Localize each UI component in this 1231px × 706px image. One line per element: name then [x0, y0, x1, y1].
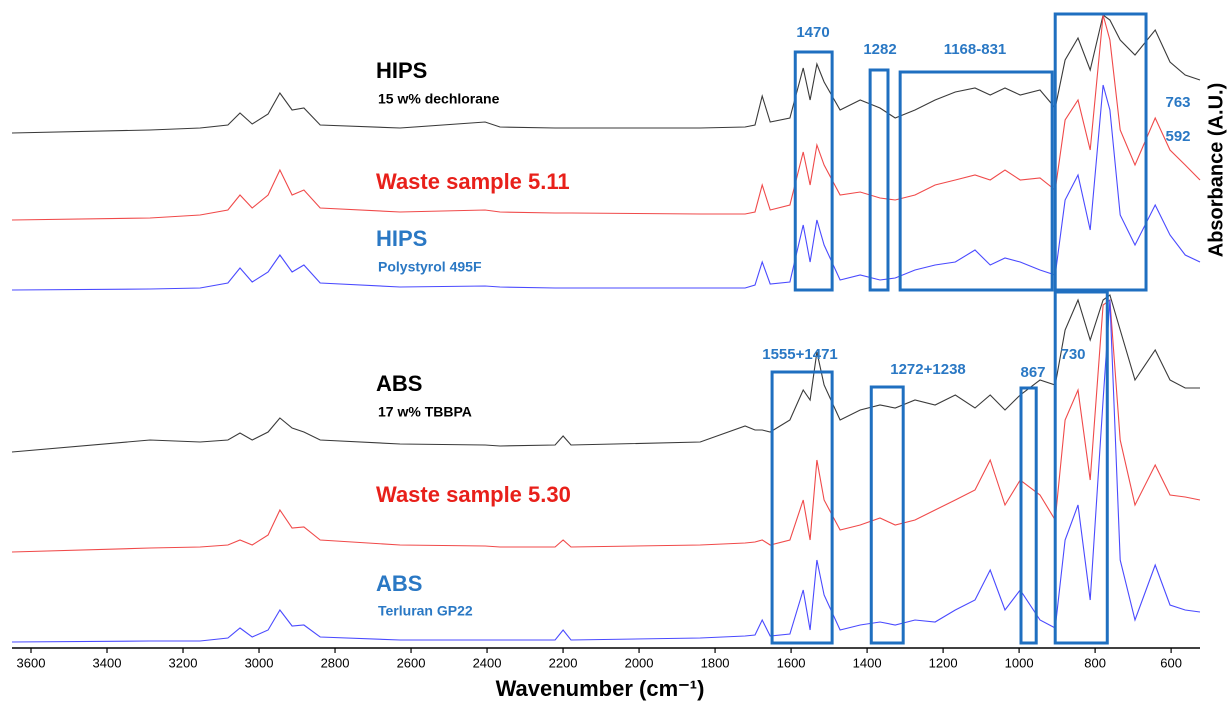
x-tick-label: 800 — [1084, 655, 1106, 670]
x-tick-label: 1000 — [1005, 655, 1034, 670]
y-axis-title: Absorbance (A.U.) — [1205, 83, 1227, 257]
x-tick-label: 2200 — [549, 655, 578, 670]
annotation-label: 1282 — [863, 41, 896, 58]
annotation-box — [869, 385, 905, 645]
x-tick-label: 1200 — [929, 655, 958, 670]
spectrum-line — [11, 298, 1201, 553]
series-label: ABS — [376, 571, 422, 596]
annotation-box — [1053, 12, 1148, 292]
x-tick-label: 1800 — [701, 655, 730, 670]
annotation-box — [868, 68, 890, 292]
series-label: Waste sample 5.30 — [376, 482, 571, 507]
annotation-label: 867 — [1020, 364, 1045, 381]
spectrum-line — [11, 84, 1201, 291]
x-tick-label: 3400 — [93, 655, 122, 670]
x-tick-label: 2400 — [473, 655, 502, 670]
x-tick-label: 600 — [1160, 655, 1182, 670]
spectrum-line — [11, 299, 1201, 643]
series-note: Terluran GP22 — [378, 603, 473, 619]
x-tick-label: 1400 — [853, 655, 882, 670]
x-axis-title: Wavenumber (cm⁻¹) — [496, 676, 705, 701]
annotation-box — [793, 50, 834, 292]
annotation-label: 1470 — [796, 24, 829, 41]
series-note: Polystyrol 495F — [378, 259, 482, 275]
annotation-box — [898, 70, 1054, 292]
spectrum-line — [11, 14, 1201, 134]
annotation-label: 1168-831 — [944, 41, 1007, 58]
annotation-label: 763 — [1165, 94, 1190, 111]
annotation-box — [1053, 290, 1109, 645]
spectrum-line — [11, 294, 1200, 453]
annotation-label: 1272+1238 — [890, 361, 966, 378]
x-tick-label: 3600 — [17, 655, 46, 670]
annotation-label: 730 — [1060, 346, 1085, 363]
spectrum-line — [11, 14, 1201, 221]
x-tick-label: 3000 — [245, 655, 274, 670]
series-note: 17 w% TBBPA — [378, 404, 472, 420]
series-label: Waste sample 5.11 — [376, 169, 570, 194]
x-tick-label: 1600 — [777, 655, 806, 670]
annotation-box — [1019, 386, 1038, 645]
series-label: HIPS — [376, 226, 427, 251]
series-label: HIPS — [376, 58, 427, 83]
x-tick-label: 2000 — [625, 655, 654, 670]
series-note: 15 w% dechlorane — [378, 91, 500, 107]
annotation-label: 592 — [1165, 128, 1190, 145]
x-tick-label: 3200 — [169, 655, 198, 670]
annotation-box — [770, 370, 834, 645]
x-tick-label: 2600 — [397, 655, 426, 670]
annotation-label: 1555+1471 — [762, 346, 838, 363]
series-label: ABS — [376, 371, 422, 396]
x-tick-label: 2800 — [321, 655, 350, 670]
